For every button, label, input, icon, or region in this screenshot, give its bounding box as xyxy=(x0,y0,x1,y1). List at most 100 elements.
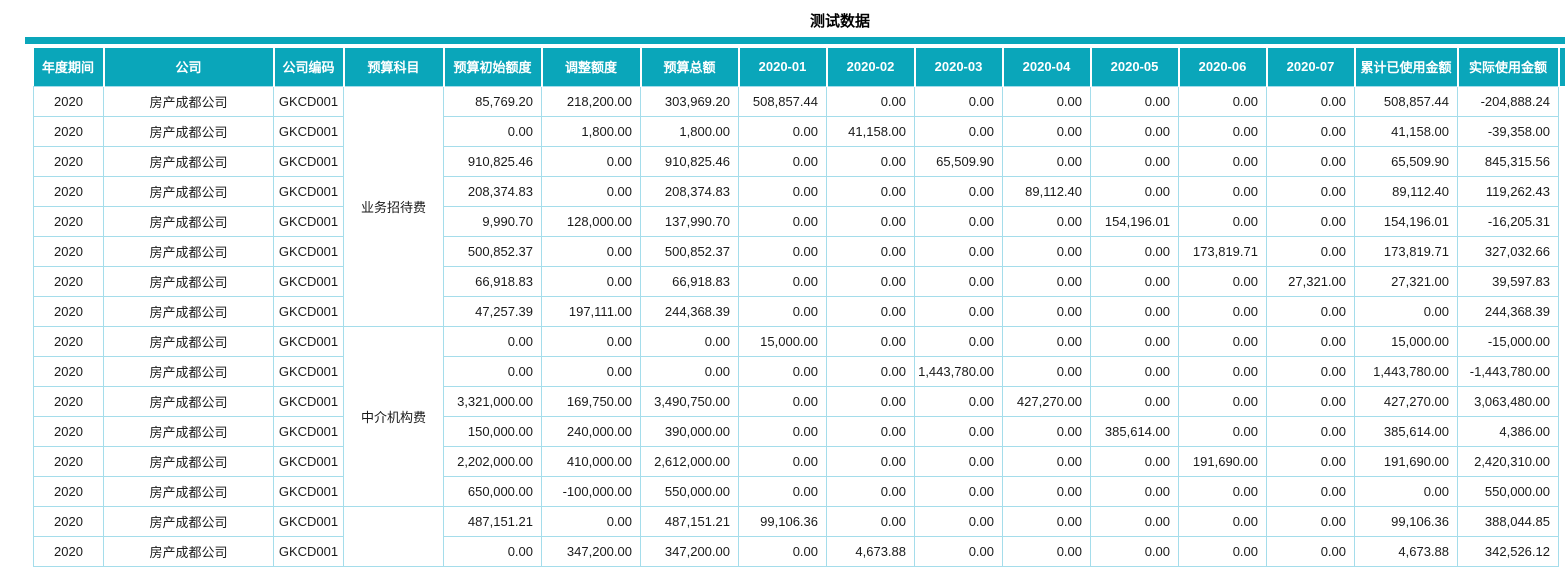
cell-code: GKCD001 xyxy=(274,116,344,146)
cell-amount: 9,990.70 xyxy=(444,206,542,236)
cell-amount: 27,321.00 xyxy=(1355,266,1458,296)
cell-amount: 0.00 xyxy=(1267,86,1355,116)
cell-year: 2020 xyxy=(34,296,104,326)
cell-amount: 0.00 xyxy=(1267,536,1355,566)
cell-company: 房产成都公司 xyxy=(104,116,274,146)
cell-amount: 89,112.40 xyxy=(1355,176,1458,206)
cell-code: GKCD001 xyxy=(274,446,344,476)
cell-amount: 244,368.39 xyxy=(641,296,739,326)
cell-amount: 0.00 xyxy=(1267,116,1355,146)
cell-amount: 0.00 xyxy=(1179,476,1267,506)
clipped-cell-stub xyxy=(1559,356,1565,386)
cell-code: GKCD001 xyxy=(274,236,344,266)
cell-amount: 15,000.00 xyxy=(1355,326,1458,356)
cell-amount: 347,200.00 xyxy=(542,536,641,566)
cell-amount: 218,200.00 xyxy=(542,86,641,116)
cell-amount: 0.00 xyxy=(1091,296,1179,326)
cell-amount: 66,918.83 xyxy=(444,266,542,296)
cell-amount: 65,509.90 xyxy=(1355,146,1458,176)
cell-amount: 154,196.01 xyxy=(1355,206,1458,236)
cell-amount: 0.00 xyxy=(915,536,1003,566)
cell-amount: 0.00 xyxy=(739,236,827,266)
cell-amount: 4,673.88 xyxy=(827,536,915,566)
cell-code: GKCD001 xyxy=(274,326,344,356)
cell-budget-subject: 中介机构费 xyxy=(344,326,444,506)
cell-company: 房产成都公司 xyxy=(104,266,274,296)
cell-amount: 0.00 xyxy=(739,206,827,236)
cell-amount: 342,526.12 xyxy=(1458,536,1559,566)
cell-amount: 0.00 xyxy=(827,176,915,206)
cell-amount: 89,112.40 xyxy=(1003,176,1091,206)
clipped-cell-stub xyxy=(1559,236,1565,266)
cell-amount: -1,443,780.00 xyxy=(1458,356,1559,386)
cell-amount: 0.00 xyxy=(827,446,915,476)
cell-amount: 0.00 xyxy=(1267,176,1355,206)
cell-amount: -16,205.31 xyxy=(1458,206,1559,236)
cell-amount: 0.00 xyxy=(739,386,827,416)
cell-amount: 0.00 xyxy=(739,176,827,206)
cell-amount: 0.00 xyxy=(915,116,1003,146)
cell-amount: 550,000.00 xyxy=(641,476,739,506)
cell-amount: 385,614.00 xyxy=(1355,416,1458,446)
cell-amount: 0.00 xyxy=(542,176,641,206)
cell-amount: 0.00 xyxy=(444,536,542,566)
cell-amount: 0.00 xyxy=(1179,536,1267,566)
clipped-cell-stub xyxy=(1559,296,1565,326)
cell-code: GKCD001 xyxy=(274,536,344,566)
cell-year: 2020 xyxy=(34,416,104,446)
cell-amount: 41,158.00 xyxy=(1355,116,1458,146)
cell-amount: 0.00 xyxy=(1267,146,1355,176)
cell-amount: 4,386.00 xyxy=(1458,416,1559,446)
cell-amount: 1,443,780.00 xyxy=(915,356,1003,386)
cell-amount: 0.00 xyxy=(542,266,641,296)
cell-amount: 0.00 xyxy=(915,446,1003,476)
cell-company: 房产成都公司 xyxy=(104,536,274,566)
cell-year: 2020 xyxy=(34,446,104,476)
column-header: 公司编码 xyxy=(274,48,344,86)
cell-amount: 0.00 xyxy=(1003,296,1091,326)
cell-amount: 0.00 xyxy=(739,476,827,506)
cell-company: 房产成都公司 xyxy=(104,206,274,236)
cell-amount: 0.00 xyxy=(444,326,542,356)
column-header: 2020-05 xyxy=(1091,48,1179,86)
cell-amount: 197,111.00 xyxy=(542,296,641,326)
cell-year: 2020 xyxy=(34,536,104,566)
cell-amount: 0.00 xyxy=(1267,506,1355,536)
cell-amount: 0.00 xyxy=(1091,476,1179,506)
cell-code: GKCD001 xyxy=(274,506,344,536)
cell-amount: 0.00 xyxy=(1003,476,1091,506)
column-header: 预算初始额度 xyxy=(444,48,542,86)
cell-amount: 128,000.00 xyxy=(542,206,641,236)
cell-amount: 0.00 xyxy=(542,506,641,536)
column-header: 2020-02 xyxy=(827,48,915,86)
cell-amount: 0.00 xyxy=(915,386,1003,416)
cell-code: GKCD001 xyxy=(274,476,344,506)
cell-company: 房产成都公司 xyxy=(104,416,274,446)
cell-amount: 0.00 xyxy=(739,146,827,176)
cell-amount: 487,151.21 xyxy=(641,506,739,536)
cell-code: GKCD001 xyxy=(274,86,344,116)
cell-amount: 0.00 xyxy=(739,416,827,446)
cell-year: 2020 xyxy=(34,236,104,266)
cell-amount: 0.00 xyxy=(1003,116,1091,146)
cell-amount: 0.00 xyxy=(739,356,827,386)
cell-amount: 191,690.00 xyxy=(1179,446,1267,476)
cell-year: 2020 xyxy=(34,476,104,506)
cell-amount: 0.00 xyxy=(739,296,827,326)
cell-amount: 487,151.21 xyxy=(444,506,542,536)
cell-amount: 27,321.00 xyxy=(1267,266,1355,296)
cell-amount: 0.00 xyxy=(542,356,641,386)
cell-year: 2020 xyxy=(34,206,104,236)
cell-amount: 0.00 xyxy=(1267,476,1355,506)
cell-amount: 4,673.88 xyxy=(1355,536,1458,566)
cell-amount: 0.00 xyxy=(1179,416,1267,446)
